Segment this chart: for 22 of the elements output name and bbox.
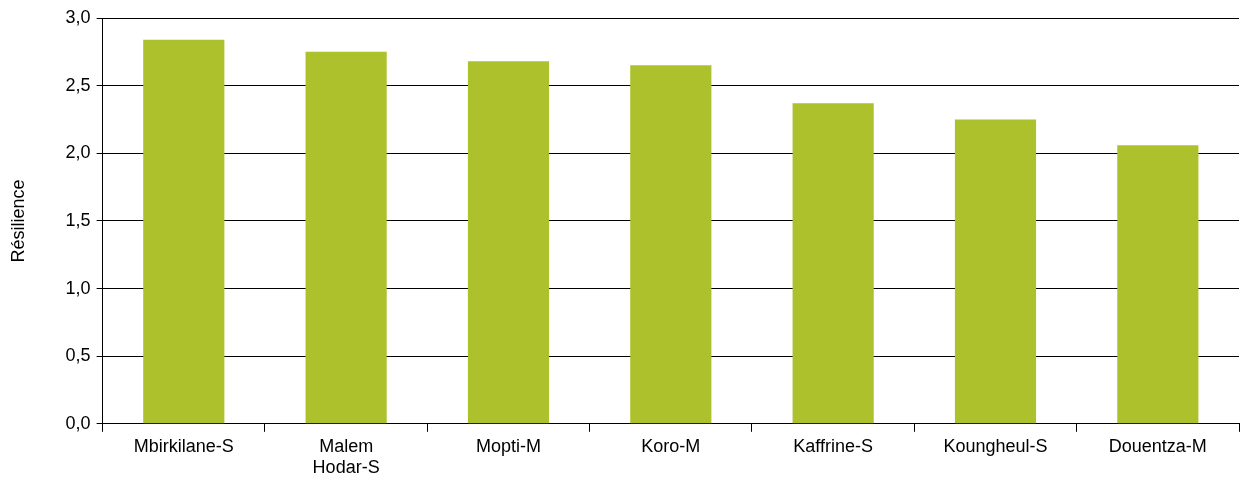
bar (954, 119, 1037, 424)
y-axis-title: Résilience (7, 179, 28, 263)
x-tick-label: Mopti-M (475, 435, 541, 456)
x-tick-label: Douentza-M (1108, 435, 1207, 456)
y-tick-label: 2,5 (65, 74, 91, 95)
bar (305, 51, 387, 424)
y-tick-label: 1,0 (65, 277, 91, 298)
bar (630, 65, 712, 424)
y-tick-label: 3,0 (65, 6, 91, 27)
bar (1117, 145, 1199, 424)
bar (467, 61, 550, 424)
x-tick-label: Malem Hodar-S (312, 435, 380, 478)
y-tick-label: 1,5 (65, 209, 91, 230)
x-tick-label: Mbirkilane-S (133, 435, 234, 456)
y-tick-label: 2,0 (65, 142, 91, 163)
x-tick-label: Koungheul-S (943, 435, 1048, 456)
bar (792, 103, 874, 424)
bar (143, 39, 225, 424)
x-tick-label: Kaffrine-S (793, 435, 874, 456)
y-tick-label: 0,0 (65, 412, 91, 433)
x-tick-label: Koro-M (641, 435, 701, 456)
y-tick-label: 0,5 (65, 345, 91, 366)
